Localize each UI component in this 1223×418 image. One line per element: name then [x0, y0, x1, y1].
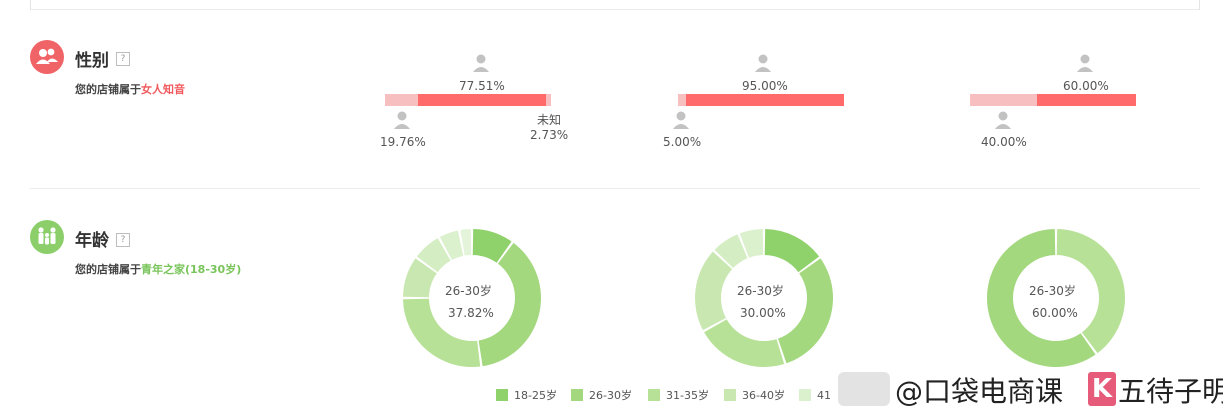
donut-center-label: 26-30岁	[445, 284, 492, 298]
female-segment	[686, 94, 844, 106]
legend-swatch	[496, 389, 508, 401]
legend-item-26-30[interactable]: 26-30岁	[571, 388, 632, 402]
gender-help-icon[interactable]: ?	[116, 52, 130, 66]
unknown-percent: 2.73%	[530, 128, 569, 142]
family-icon	[38, 227, 56, 245]
female-person-icon	[755, 54, 771, 72]
gender-section-title: 性别	[75, 51, 109, 71]
gender-bar	[678, 94, 844, 106]
female-person-icon	[1077, 54, 1093, 72]
donut-slice[interactable]	[1056, 229, 1125, 354]
age-donut-chart	[695, 229, 833, 367]
donut-slice[interactable]	[704, 319, 785, 367]
users-icon	[36, 48, 58, 64]
female-segment	[418, 94, 546, 106]
female-percent: 60.00%	[1063, 79, 1109, 93]
legend-item-36-40[interactable]: 36-40岁	[724, 388, 785, 402]
male-person-icon	[394, 111, 410, 129]
gender-bar	[385, 94, 551, 106]
unknown-segment	[546, 94, 551, 106]
left-frame-edge	[30, 0, 31, 10]
watermark-k-logo: K	[1088, 372, 1116, 406]
legend-item-41[interactable]: 41	[799, 388, 831, 402]
watermark-brand: 五待子明	[1118, 375, 1223, 408]
gender-subtitle-prefix: 您的店铺属于	[75, 83, 141, 96]
donut-center-percent: 30.00%	[740, 306, 786, 320]
female-segment	[1037, 94, 1136, 106]
donut-slice[interactable]	[714, 234, 748, 269]
gender-section-icon	[30, 40, 64, 74]
donut-center-label: 26-30岁	[737, 284, 784, 298]
top-divider	[30, 9, 1200, 10]
watermark-text: @口袋电商课	[895, 375, 1064, 408]
donut-slice[interactable]	[403, 298, 481, 367]
legend-label: 18-25岁	[514, 389, 557, 402]
donut-slice[interactable]	[478, 242, 541, 367]
age-donut-chart	[403, 229, 541, 367]
unknown-label: 未知	[537, 113, 562, 127]
donut-slice[interactable]	[403, 258, 437, 298]
gender-bar	[970, 94, 1136, 106]
legend-swatch	[648, 389, 660, 401]
donut-slice[interactable]	[695, 251, 733, 331]
gender-subtitle-highlight: 女人知音	[141, 83, 185, 96]
donut-slice[interactable]	[439, 230, 464, 260]
age-section-icon	[30, 220, 64, 254]
donut-slice[interactable]	[739, 229, 764, 258]
legend-swatch	[799, 389, 811, 401]
male-segment	[970, 94, 1037, 106]
age-subtitle-highlight: 青年之家(18-30岁)	[141, 263, 242, 276]
donut-center-label: 26-30岁	[1029, 284, 1076, 298]
male-person-icon	[673, 111, 689, 129]
female-percent: 95.00%	[742, 79, 788, 93]
legend-label: 31-35岁	[666, 389, 709, 402]
legend-item-18-25[interactable]: 18-25岁	[496, 388, 557, 402]
donut-slice[interactable]	[764, 229, 820, 273]
donut-slice[interactable]	[416, 238, 451, 273]
gender-section-subtitle: 您的店铺属于女人知音	[75, 81, 185, 97]
female-person-icon	[473, 54, 489, 72]
section-divider	[30, 188, 1200, 189]
female-percent: 77.51%	[459, 79, 505, 93]
right-frame-edge	[1199, 0, 1200, 10]
male-person-icon	[995, 111, 1011, 129]
age-section-subtitle: 您的店铺属于青年之家(18-30岁)	[75, 261, 241, 277]
donut-center-percent: 60.00%	[1032, 306, 1078, 320]
legend-swatch	[571, 389, 583, 401]
legend-label: 26-30岁	[589, 389, 632, 402]
legend-swatch	[724, 389, 736, 401]
age-section-title: 年龄	[75, 231, 109, 251]
legend-label: 41	[817, 388, 831, 402]
male-percent: 5.00%	[663, 135, 702, 149]
donut-slice[interactable]	[987, 229, 1096, 367]
donut-slice[interactable]	[778, 258, 833, 364]
age-subtitle-prefix: 您的店铺属于	[75, 263, 141, 276]
donut-slice[interactable]	[460, 229, 472, 256]
donut-slice[interactable]	[472, 229, 512, 263]
male-segment	[678, 94, 686, 106]
blur-patch	[838, 372, 890, 406]
legend-item-31-35[interactable]: 31-35岁	[648, 388, 709, 402]
male-percent: 40.00%	[981, 135, 1027, 149]
male-segment	[385, 94, 418, 106]
donut-center-percent: 37.82%	[448, 306, 494, 320]
age-help-icon[interactable]: ?	[116, 233, 130, 247]
legend-label: 36-40岁	[742, 389, 785, 402]
age-donut-chart	[987, 229, 1125, 367]
male-percent: 19.76%	[380, 135, 426, 149]
